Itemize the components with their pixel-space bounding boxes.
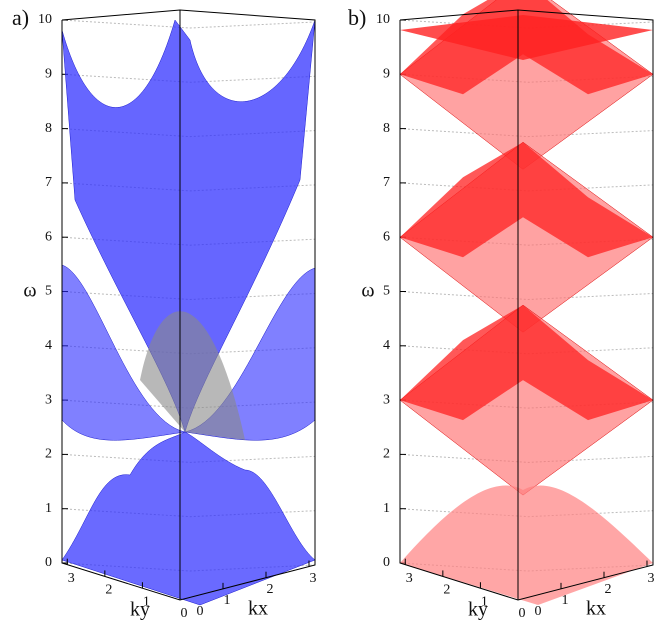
y-tick-label: 0 xyxy=(181,606,188,621)
z-tick-label: 9 xyxy=(45,67,52,82)
y-tick-label: 1 xyxy=(143,594,150,609)
z-tick-label: 1 xyxy=(383,501,390,516)
z-tick-label: 6 xyxy=(383,229,390,244)
surface xyxy=(400,305,653,421)
surface xyxy=(400,15,653,60)
x-axis-label: kx xyxy=(248,598,268,620)
z-tick-label: 2 xyxy=(383,447,390,462)
z-tick-label: 5 xyxy=(383,284,390,299)
surface xyxy=(400,142,653,258)
x-tick-label: 3 xyxy=(309,571,316,586)
z-tick-label: 6 xyxy=(45,229,52,244)
grid-line xyxy=(61,19,316,29)
z-tick-label: 0 xyxy=(45,555,52,570)
z-tick-label: 8 xyxy=(383,121,390,136)
y-axis-label: ky xyxy=(130,599,150,621)
surface xyxy=(61,431,316,606)
z-tick-label: 3 xyxy=(45,392,52,407)
y-tick-label: 2 xyxy=(105,583,112,598)
x-tick-label: 0 xyxy=(535,604,542,619)
z-tick-label: 0 xyxy=(383,555,390,570)
z-tick-label: 1 xyxy=(45,501,52,516)
z-tick-label: 8 xyxy=(45,121,52,136)
panel: 0 1 2 3 4 5 6 7 8 9 10 0 1 2 3 0 1 2 3 a) ω ky kx xyxy=(12,5,316,621)
surface xyxy=(61,264,316,441)
z-tick-label: 7 xyxy=(45,175,52,190)
x-axis-label: kx xyxy=(586,598,606,620)
z-tick-label: 10 xyxy=(376,12,390,27)
z-axis-label: ω xyxy=(361,280,374,302)
x-tick-label: 1 xyxy=(561,593,568,608)
y-axis-label: ky xyxy=(468,599,488,621)
z-tick-label: 4 xyxy=(383,338,390,353)
y-tick-label: 3 xyxy=(68,571,75,586)
z-axis-label: ω xyxy=(23,280,36,302)
z-tick-label: 3 xyxy=(383,392,390,407)
y-tick-label: 1 xyxy=(481,594,488,609)
x-tick-label: 1 xyxy=(223,593,230,608)
y-tick-label: 0 xyxy=(519,606,526,621)
surface xyxy=(400,485,653,605)
x-tick-label: 3 xyxy=(647,571,654,586)
x-tick-label: 2 xyxy=(266,582,273,597)
z-tick-label: 10 xyxy=(38,12,52,27)
y-tick-label: 3 xyxy=(406,571,413,586)
panel-label: b) xyxy=(348,5,366,30)
z-tick-label: 4 xyxy=(45,338,52,353)
z-tick-label: 9 xyxy=(383,67,390,82)
z-tick-label: 7 xyxy=(383,175,390,190)
y-tick-label: 2 xyxy=(443,583,450,598)
surface xyxy=(140,311,245,440)
panel-label: a) xyxy=(12,5,29,30)
z-tick-label: 5 xyxy=(45,284,52,299)
x-tick-label: 0 xyxy=(197,604,204,619)
x-tick-label: 2 xyxy=(604,582,611,597)
panel: 0 1 2 3 4 5 6 7 8 9 10 0 1 2 3 0 1 2 3 b) ω ky kx xyxy=(348,0,654,621)
z-tick-label: 2 xyxy=(45,447,52,462)
